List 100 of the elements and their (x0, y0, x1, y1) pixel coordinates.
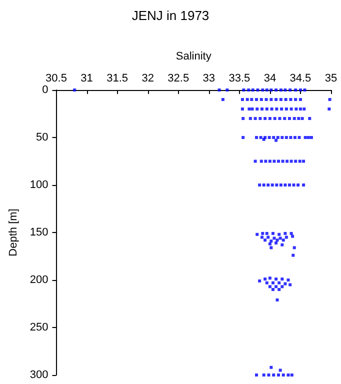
point (288, 283, 292, 286)
point (276, 238, 279, 242)
point (265, 232, 268, 235)
point (276, 298, 279, 302)
point (278, 117, 282, 120)
point (280, 285, 284, 288)
point (298, 108, 302, 110)
point (292, 117, 296, 120)
point (247, 88, 250, 92)
point (308, 117, 312, 120)
point (289, 98, 292, 101)
point (294, 108, 298, 110)
point (278, 232, 281, 236)
point (284, 136, 288, 139)
point (286, 160, 289, 163)
point (278, 281, 281, 284)
point (280, 243, 284, 246)
point (284, 232, 287, 235)
point (260, 108, 264, 110)
y-tick-label: 250 (30, 322, 48, 334)
point (259, 136, 262, 139)
point (270, 98, 273, 101)
point (246, 98, 249, 101)
point (261, 88, 264, 92)
point (256, 88, 260, 92)
point (254, 117, 257, 120)
point (274, 278, 278, 281)
point (284, 184, 287, 186)
point (254, 160, 257, 163)
y-tick-label: 150 (30, 226, 48, 238)
y-axis-title: Depth [m] (8, 208, 20, 256)
point (302, 184, 306, 186)
point (258, 117, 262, 120)
x-tick-label: 32.5 (168, 72, 190, 84)
point (284, 98, 288, 101)
point (276, 160, 280, 163)
point (250, 108, 254, 110)
point (267, 374, 270, 376)
point (278, 288, 281, 291)
point (265, 281, 268, 284)
point (260, 236, 264, 239)
point (276, 374, 280, 376)
point (284, 88, 287, 92)
point (294, 88, 298, 92)
point (279, 98, 282, 101)
point (302, 160, 306, 163)
point (270, 246, 273, 250)
y-tick-label: 0 (42, 84, 48, 96)
point (284, 108, 288, 110)
point (226, 88, 229, 92)
point (264, 160, 268, 163)
x-tick-label: 30.5 (46, 72, 67, 84)
point (260, 98, 263, 101)
point (286, 374, 290, 376)
point (242, 88, 246, 92)
point (275, 184, 278, 186)
point (270, 108, 274, 110)
point (293, 136, 296, 139)
point (266, 236, 270, 239)
point (298, 88, 302, 92)
point (274, 88, 278, 92)
point (290, 232, 293, 235)
point (265, 88, 268, 92)
point (255, 374, 258, 376)
point (275, 108, 278, 110)
point (278, 368, 282, 372)
point (289, 136, 292, 139)
point (273, 117, 276, 120)
point (268, 285, 272, 288)
point (282, 238, 285, 242)
y-tick-label: 50 (36, 132, 48, 144)
point (218, 88, 221, 92)
point (264, 278, 267, 281)
point (294, 98, 298, 101)
point (258, 184, 262, 186)
y-tick-label: 300 (30, 369, 48, 381)
point (303, 88, 306, 92)
point (221, 98, 224, 101)
point (248, 117, 252, 120)
point (268, 117, 272, 120)
point (264, 98, 268, 101)
x-tick-label: 31 (80, 72, 93, 84)
point (276, 136, 280, 139)
point (292, 246, 296, 250)
point (288, 88, 292, 92)
point (284, 282, 287, 286)
x-tick-label: 34.5 (290, 72, 312, 84)
point (256, 108, 259, 110)
point (279, 88, 282, 92)
point (270, 366, 273, 369)
point (274, 98, 278, 101)
x-tick-label: 31.5 (106, 72, 128, 84)
point (268, 276, 272, 280)
point (280, 278, 284, 281)
point (290, 108, 293, 110)
point (264, 117, 267, 120)
point (256, 232, 259, 236)
point (300, 117, 304, 120)
point (306, 136, 310, 139)
point (266, 184, 270, 186)
